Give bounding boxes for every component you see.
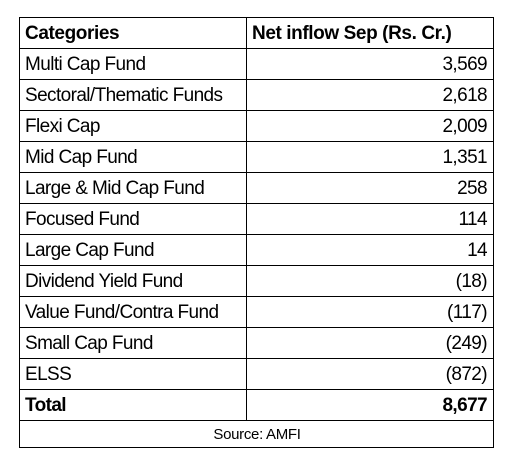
total-label: Total	[19, 389, 247, 421]
category-cell: Flexi Cap	[19, 110, 247, 142]
table-row: Large Cap Fund 14	[19, 234, 494, 266]
category-cell: Sectoral/Thematic Funds	[19, 79, 247, 111]
net-inflow-cell: 258	[246, 172, 494, 204]
category-cell: Large & Mid Cap Fund	[19, 172, 247, 204]
total-row: Total 8,677	[19, 389, 494, 421]
category-cell: Value Fund/Contra Fund	[19, 296, 247, 328]
net-inflow-cell: (18)	[246, 265, 494, 297]
table-row: Dividend Yield Fund (18)	[19, 265, 494, 297]
net-inflow-cell: (117)	[246, 296, 494, 328]
table-row: Small Cap Fund (249)	[19, 327, 494, 359]
header-row: Categories Net inflow Sep (Rs. Cr.)	[19, 17, 494, 49]
table-row: Mid Cap Fund 1,351	[19, 141, 494, 173]
net-inflow-cell: 14	[246, 234, 494, 266]
net-inflow-cell: 2,009	[246, 110, 494, 142]
net-inflow-cell: 3,569	[246, 48, 494, 80]
source-row: Source: AMFI	[19, 420, 494, 448]
category-cell: Focused Fund	[19, 203, 247, 235]
column-header-net-inflow: Net inflow Sep (Rs. Cr.)	[246, 17, 494, 49]
net-inflow-table: Categories Net inflow Sep (Rs. Cr.) Mult…	[19, 17, 494, 448]
table-row: Focused Fund 114	[19, 203, 494, 235]
table-row: Value Fund/Contra Fund (117)	[19, 296, 494, 328]
category-cell: Mid Cap Fund	[19, 141, 247, 173]
net-inflow-cell: (872)	[246, 358, 494, 390]
source-note: Source: AMFI	[19, 420, 494, 448]
net-inflow-cell: 2,618	[246, 79, 494, 111]
column-header-categories: Categories	[19, 17, 247, 49]
table-row: Multi Cap Fund 3,569	[19, 48, 494, 80]
table-row: Sectoral/Thematic Funds 2,618	[19, 79, 494, 111]
category-cell: Small Cap Fund	[19, 327, 247, 359]
net-inflow-table-container: Categories Net inflow Sep (Rs. Cr.) Mult…	[19, 17, 494, 448]
table-body: Multi Cap Fund 3,569 Sectoral/Thematic Fun…	[19, 48, 494, 448]
table-row: Flexi Cap 2,009	[19, 110, 494, 142]
category-cell: ELSS	[19, 358, 247, 390]
net-inflow-cell: 1,351	[246, 141, 494, 173]
table-row: Large & Mid Cap Fund 258	[19, 172, 494, 204]
table-row: ELSS (872)	[19, 358, 494, 390]
category-cell: Multi Cap Fund	[19, 48, 247, 80]
total-value: 8,677	[246, 389, 494, 421]
net-inflow-cell: (249)	[246, 327, 494, 359]
category-cell: Dividend Yield Fund	[19, 265, 247, 297]
net-inflow-cell: 114	[246, 203, 494, 235]
category-cell: Large Cap Fund	[19, 234, 247, 266]
